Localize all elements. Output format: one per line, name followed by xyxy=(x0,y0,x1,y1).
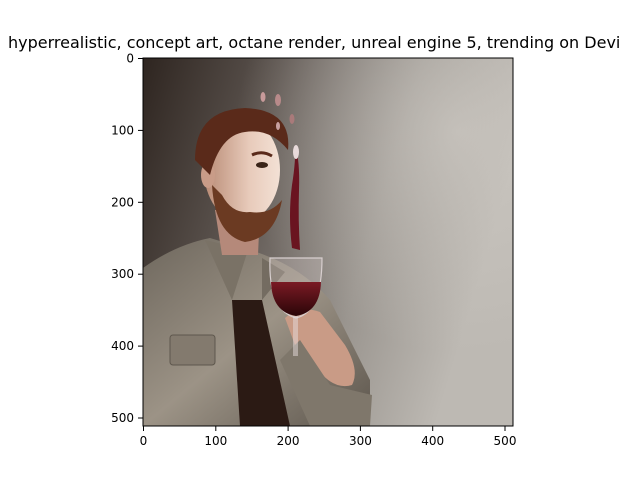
x-tick-label: 0 xyxy=(140,434,148,448)
x-tick-label: 300 xyxy=(349,434,372,448)
x-tick-label: 100 xyxy=(204,434,227,448)
y-axis: 0 100 200 300 400 500 xyxy=(111,52,143,425)
y-tick-label: 400 xyxy=(111,339,134,353)
y-tick-label: 300 xyxy=(111,267,134,281)
y-tick-label: 200 xyxy=(111,195,134,209)
x-axis: 0 100 200 300 400 500 xyxy=(140,426,517,448)
y-tick-label: 0 xyxy=(126,52,134,66)
figure-title-text: hyperrealistic, concept art, octane rend… xyxy=(8,33,621,52)
y-tick-label: 100 xyxy=(111,123,134,137)
figure-title: hyperrealistic, concept art, octane rend… xyxy=(0,33,640,53)
axes-frame xyxy=(142,57,514,427)
x-tick-label: 200 xyxy=(277,434,300,448)
x-tick-label: 400 xyxy=(421,434,444,448)
x-tick-label: 500 xyxy=(494,434,517,448)
y-tick-label: 500 xyxy=(111,411,134,425)
man-with-wine-glass-image xyxy=(143,58,513,426)
